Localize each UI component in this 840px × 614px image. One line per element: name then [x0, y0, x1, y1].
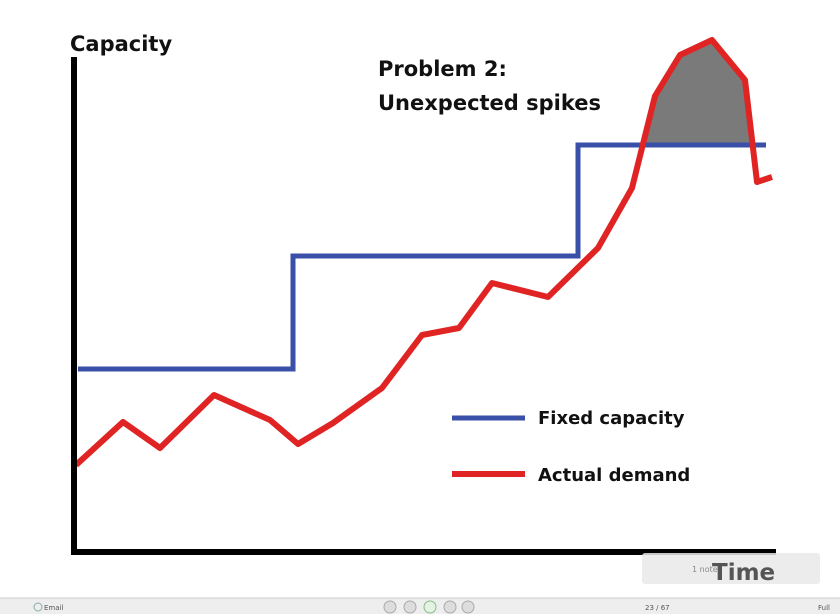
email-button[interactable]: Email: [44, 604, 63, 612]
fixed-capacity-line: [78, 142, 766, 372]
toolbar: [0, 598, 840, 614]
spike-area: [643, 40, 753, 145]
actual-demand-line: [73, 37, 773, 468]
y-axis-label: Capacity: [70, 32, 172, 56]
prev-button[interactable]: [403, 600, 417, 614]
last-button[interactable]: [461, 600, 475, 614]
full-button[interactable]: Full: [818, 604, 830, 612]
first-button[interactable]: [383, 600, 397, 614]
next-button[interactable]: [443, 600, 457, 614]
x-axis-label: Time: [712, 560, 775, 586]
play-button[interactable]: [423, 600, 437, 614]
notes-box[interactable]: [642, 553, 820, 584]
legend-label: Actual demand: [538, 465, 690, 486]
notes-text[interactable]: 1 note: [692, 565, 718, 574]
title-line: Problem 2:: [378, 57, 507, 81]
title-line: Unexpected spikes: [378, 91, 601, 115]
nav-buttons: [383, 600, 475, 614]
email-icon[interactable]: [33, 602, 43, 612]
page-indicator: 23 / 67: [645, 604, 670, 612]
legend-label: Fixed capacity: [538, 408, 685, 429]
